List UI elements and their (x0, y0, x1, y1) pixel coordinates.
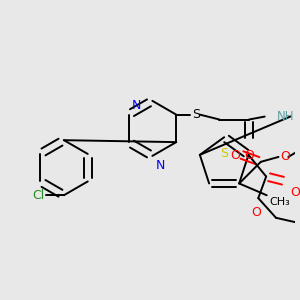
Text: CH₃: CH₃ (270, 197, 290, 207)
Text: O: O (230, 149, 240, 162)
Text: O: O (244, 149, 254, 162)
Text: N: N (131, 99, 141, 112)
Text: S: S (192, 108, 200, 121)
Text: NH: NH (277, 110, 294, 123)
Text: N: N (155, 159, 165, 172)
Text: S: S (220, 147, 228, 160)
Text: O: O (280, 150, 290, 164)
Text: Cl: Cl (32, 189, 44, 202)
Text: O: O (290, 186, 300, 199)
Text: O: O (251, 206, 261, 219)
